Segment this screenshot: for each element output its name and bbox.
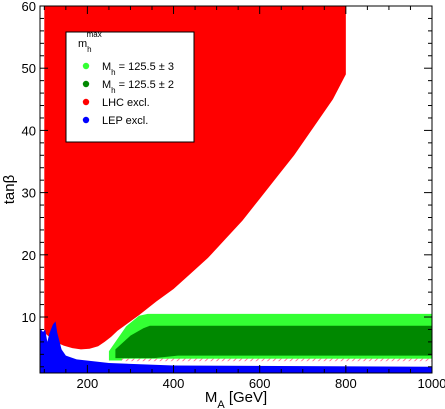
legend-box	[65, 31, 195, 143]
x-tick-label: 1000	[418, 376, 445, 391]
legend-marker	[82, 80, 90, 88]
legend-title: mhmax	[78, 30, 102, 54]
legend-label: LEP excl.	[102, 115, 148, 127]
x-axis-title: MA [GeV]	[205, 389, 267, 409]
x-tick-label: 400	[163, 376, 185, 391]
y-tick-label: 60	[22, 0, 36, 14]
legend-marker	[82, 116, 90, 124]
region-m-h-125-5-2	[115, 325, 432, 359]
plot-frame	[39, 5, 433, 374]
legend-marker	[82, 62, 90, 70]
x-tick-label: 200	[77, 376, 99, 391]
legend-label: Mh = 125.5 ± 2	[102, 79, 174, 95]
legend-label: Mh = 125.5 ± 3	[102, 61, 174, 77]
legend-marker	[82, 98, 90, 106]
x-tick-label: 600	[249, 376, 271, 391]
y-tick-label: 40	[22, 123, 36, 138]
y-tick-label: 10	[22, 310, 36, 325]
y-axis-title: tanβ	[1, 174, 18, 204]
y-tick-label: 50	[22, 61, 36, 76]
legend-label: LHC excl.	[102, 97, 150, 109]
hatched-band	[121, 358, 432, 362]
region-lep-excl	[40, 321, 432, 373]
x-tick-label: 800	[335, 376, 357, 391]
y-tick-label: 30	[22, 186, 36, 201]
y-tick-label: 20	[22, 248, 36, 263]
